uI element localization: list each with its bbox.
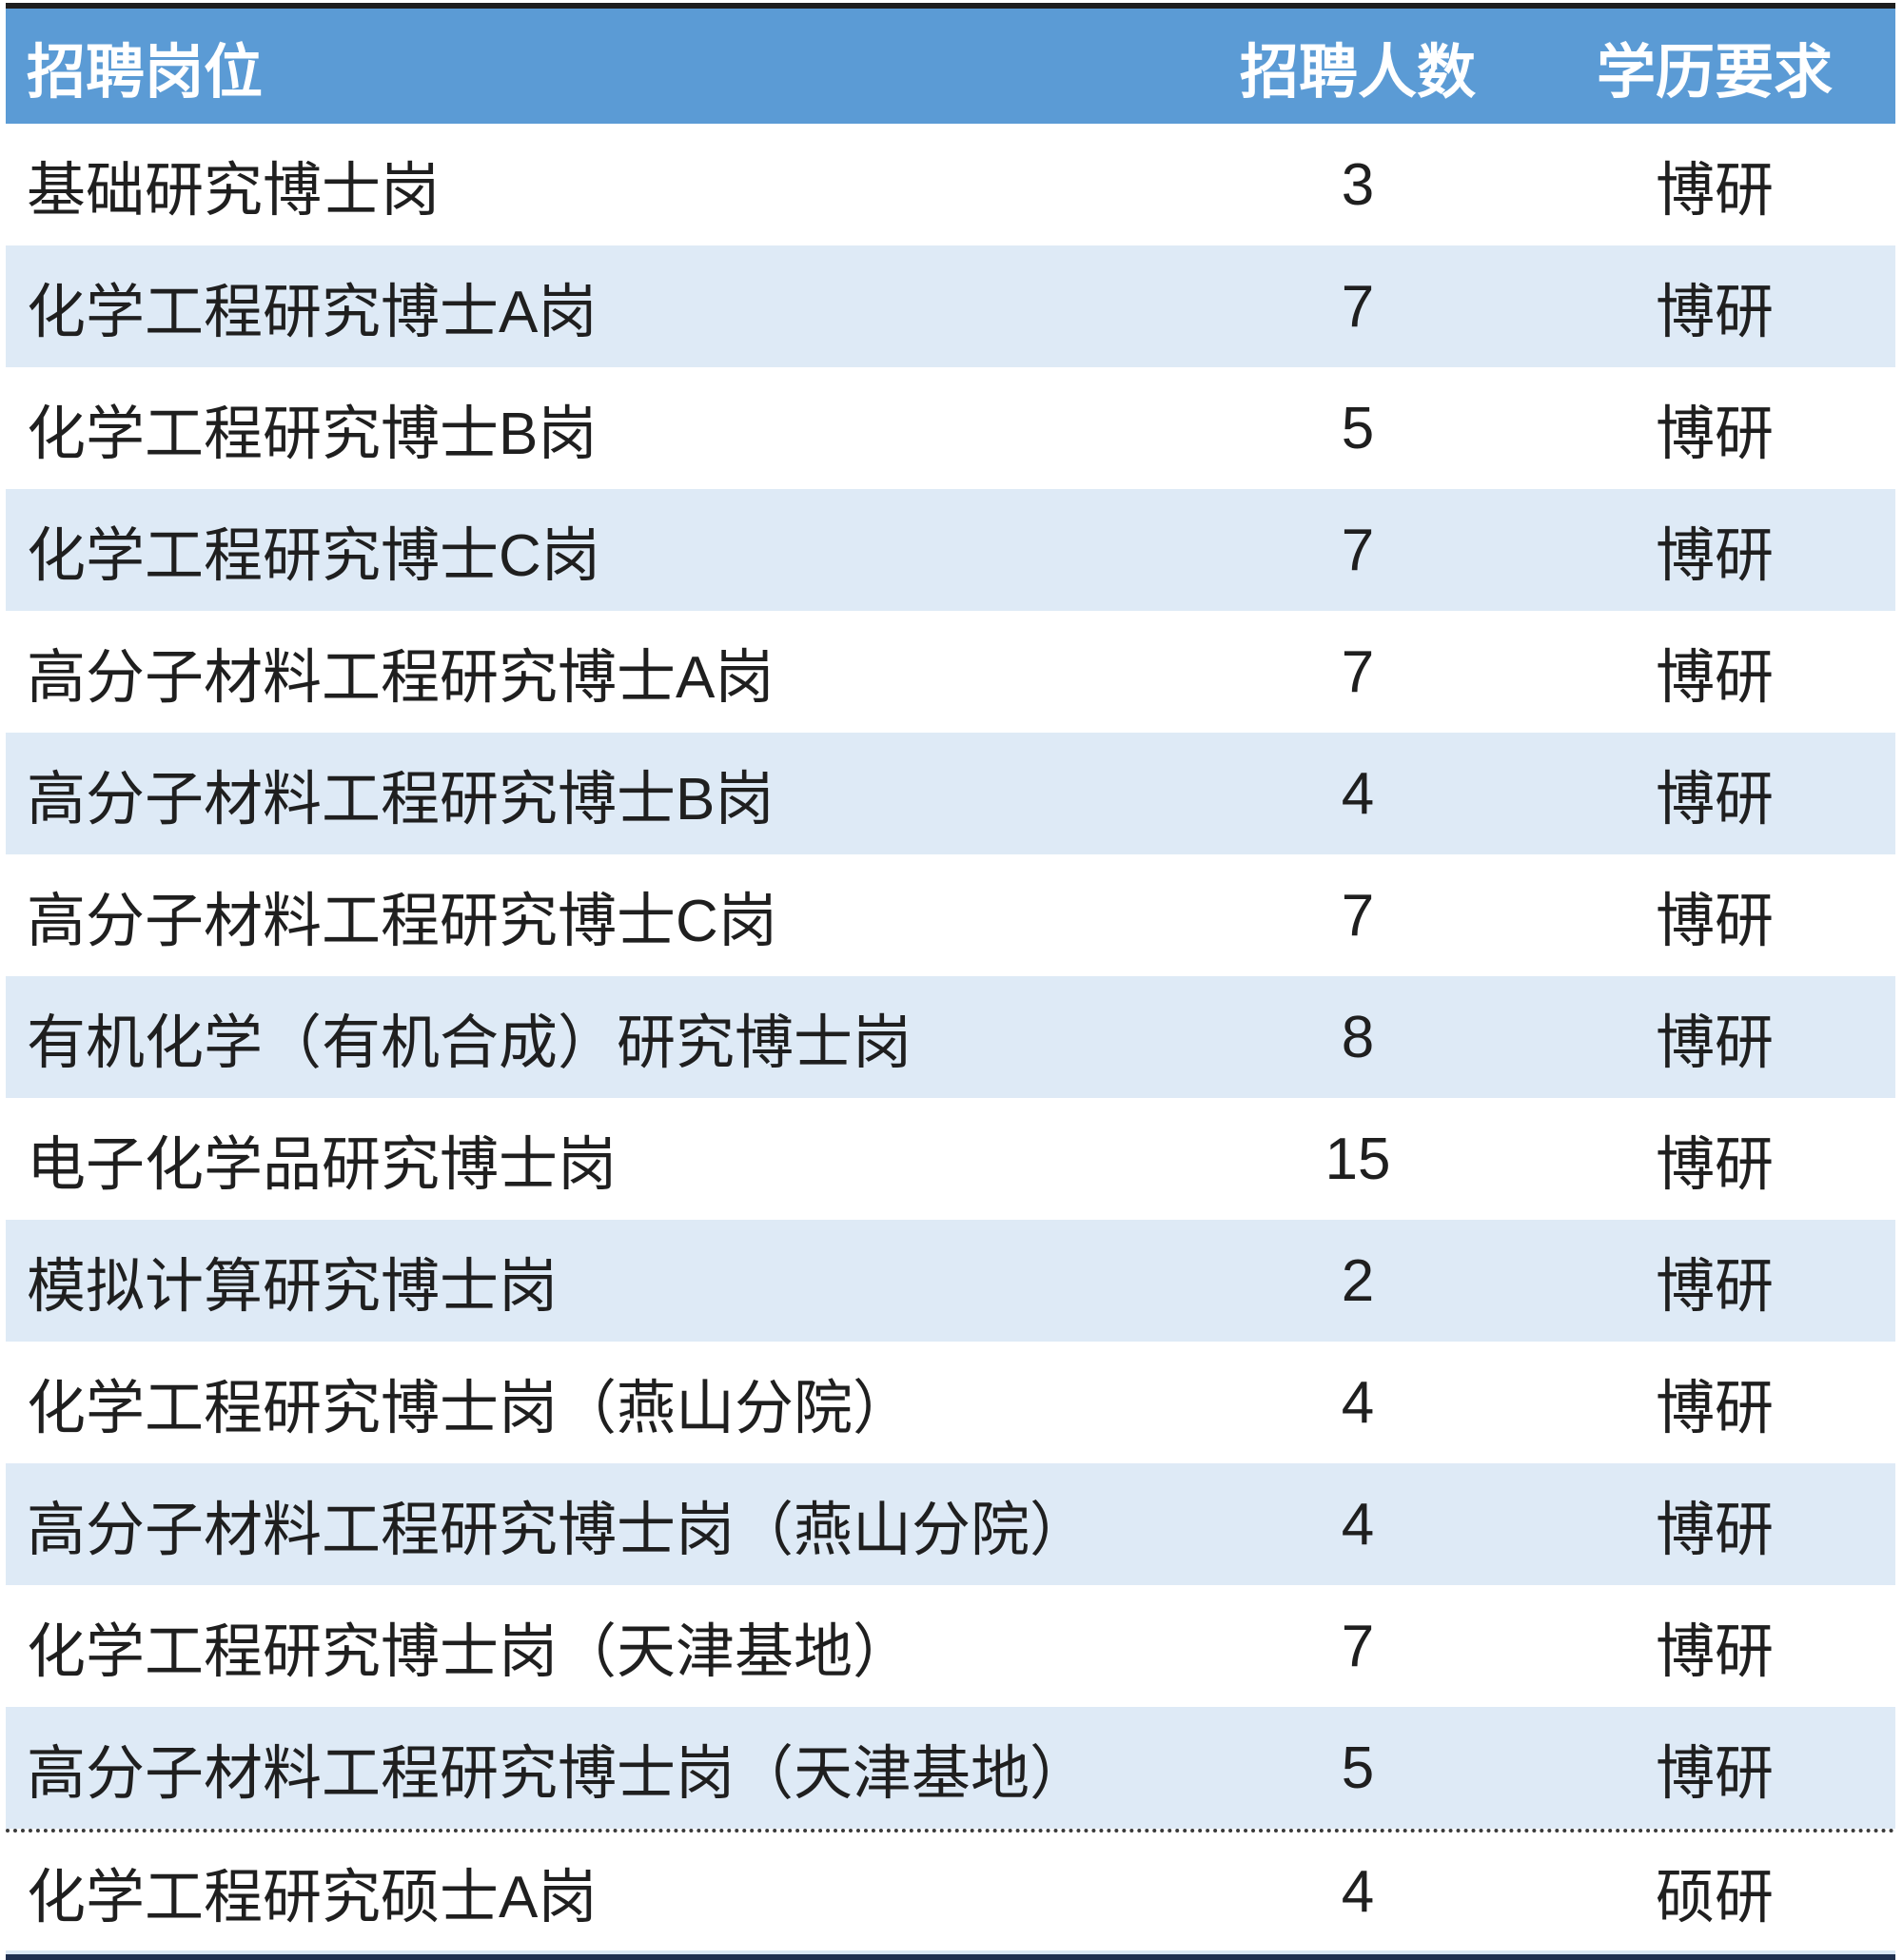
table-row: 化学工程研究博士C岗 7 博研 (6, 489, 1895, 611)
table-row: 化学工程研究博士岗（燕山分院） 4 博研 (6, 1342, 1895, 1463)
cell-count: 7 (1341, 1613, 1375, 1679)
cell-count: 5 (1341, 395, 1375, 461)
cell-count: 7 (1341, 273, 1375, 340)
table-header-row: 招聘岗位 招聘人数 学历要求 (6, 9, 1895, 124)
table-row: 高分子材料工程研究博士B岗 4 博研 (6, 733, 1895, 854)
cell-count: 4 (1341, 1369, 1375, 1436)
table-top-border (6, 3, 1895, 9)
cell-position: 高分子材料工程研究博士C岗 (27, 889, 777, 954)
cell-count: 7 (1341, 638, 1375, 705)
cell-education: 博研 (1655, 767, 1774, 833)
table-bottom-border (6, 1954, 1895, 1960)
cell-position: 高分子材料工程研究博士岗（天津基地） (27, 1741, 1089, 1807)
table-row: 化学工程研究博士A岗 7 博研 (6, 245, 1895, 367)
table-row: 化学工程研究硕士A岗 4 硕研 (6, 1829, 1895, 1950)
cell-count: 7 (1341, 517, 1375, 583)
table-row: 高分子材料工程研究博士岗（燕山分院） 4 博研 (6, 1463, 1895, 1585)
cell-education: 博研 (1655, 1741, 1774, 1807)
header-cell-education: 学历要求 (1596, 39, 1833, 106)
cell-count: 4 (1341, 1491, 1375, 1558)
cell-position: 化学工程研究博士岗（天津基地） (27, 1619, 912, 1685)
cell-position: 电子化学品研究博士岗 (27, 1132, 618, 1198)
cell-education: 博研 (1655, 645, 1774, 711)
cell-position: 化学工程研究硕士A岗 (27, 1865, 598, 1931)
table-row: 有机化学（有机合成）研究博士岗 8 博研 (6, 976, 1895, 1098)
cell-count: 4 (1341, 760, 1375, 827)
cell-count: 2 (1341, 1247, 1375, 1314)
cell-position: 化学工程研究博士B岗 (27, 402, 598, 467)
cell-education: 博研 (1655, 402, 1774, 467)
table-row: 高分子材料工程研究博士岗（天津基地） 5 博研 (6, 1707, 1895, 1829)
cell-position: 基础研究博士岗 (27, 158, 441, 224)
cell-count: 4 (1341, 1858, 1375, 1925)
cell-position: 模拟计算研究博士岗 (27, 1254, 559, 1320)
cell-education: 博研 (1655, 523, 1774, 589)
cell-position: 有机化学（有机合成）研究博士岗 (27, 1010, 912, 1076)
table-row: 高分子材料工程研究博士A岗 7 博研 (6, 611, 1895, 733)
cell-education: 博研 (1655, 1619, 1774, 1685)
cell-education: 博研 (1655, 889, 1774, 954)
cell-position: 高分子材料工程研究博士A岗 (27, 645, 775, 711)
table-row: 基础研究博士岗 3 博研 (6, 124, 1895, 245)
cell-education: 博研 (1655, 1254, 1774, 1320)
cell-education: 硕研 (1655, 1865, 1774, 1931)
table-row: 电子化学品研究博士岗 15 博研 (6, 1098, 1895, 1220)
cell-count: 5 (1341, 1735, 1375, 1801)
cell-position: 高分子材料工程研究博士岗（燕山分院） (27, 1498, 1089, 1563)
cell-position: 化学工程研究博士岗（燕山分院） (27, 1376, 912, 1441)
table-row: 化学工程研究博士岗（天津基地） 7 博研 (6, 1585, 1895, 1707)
cell-position: 化学工程研究博士A岗 (27, 280, 598, 345)
header-cell-count: 招聘人数 (1239, 39, 1476, 106)
cell-count: 7 (1341, 882, 1375, 949)
cell-education: 博研 (1655, 1376, 1774, 1441)
cell-education: 博研 (1655, 1498, 1774, 1563)
table-row: 模拟计算研究博士岗 2 博研 (6, 1220, 1895, 1342)
cell-count: 15 (1324, 1126, 1391, 1192)
cell-position: 化学工程研究博士C岗 (27, 523, 600, 589)
recruitment-table: 招聘岗位 招聘人数 学历要求 基础研究博士岗 3 博研 化学工程研究博士A岗 7 博研 化学… (6, 3, 1895, 1960)
cell-count: 3 (1341, 151, 1375, 218)
cell-count: 8 (1341, 1004, 1375, 1070)
header-cell-position: 招聘岗位 (27, 39, 264, 106)
cell-position: 高分子材料工程研究博士B岗 (27, 767, 775, 833)
cell-education: 博研 (1655, 280, 1774, 345)
table-bottom-accent-line (6, 1950, 1895, 1954)
cell-education: 博研 (1655, 1132, 1774, 1198)
table-body: 基础研究博士岗 3 博研 化学工程研究博士A岗 7 博研 化学工程研究博士B岗 5 博研 化学工程… (6, 124, 1895, 1950)
table-row: 化学工程研究博士B岗 5 博研 (6, 367, 1895, 489)
cell-education: 博研 (1655, 1010, 1774, 1076)
cell-education: 博研 (1655, 158, 1774, 224)
table-row: 高分子材料工程研究博士C岗 7 博研 (6, 854, 1895, 976)
